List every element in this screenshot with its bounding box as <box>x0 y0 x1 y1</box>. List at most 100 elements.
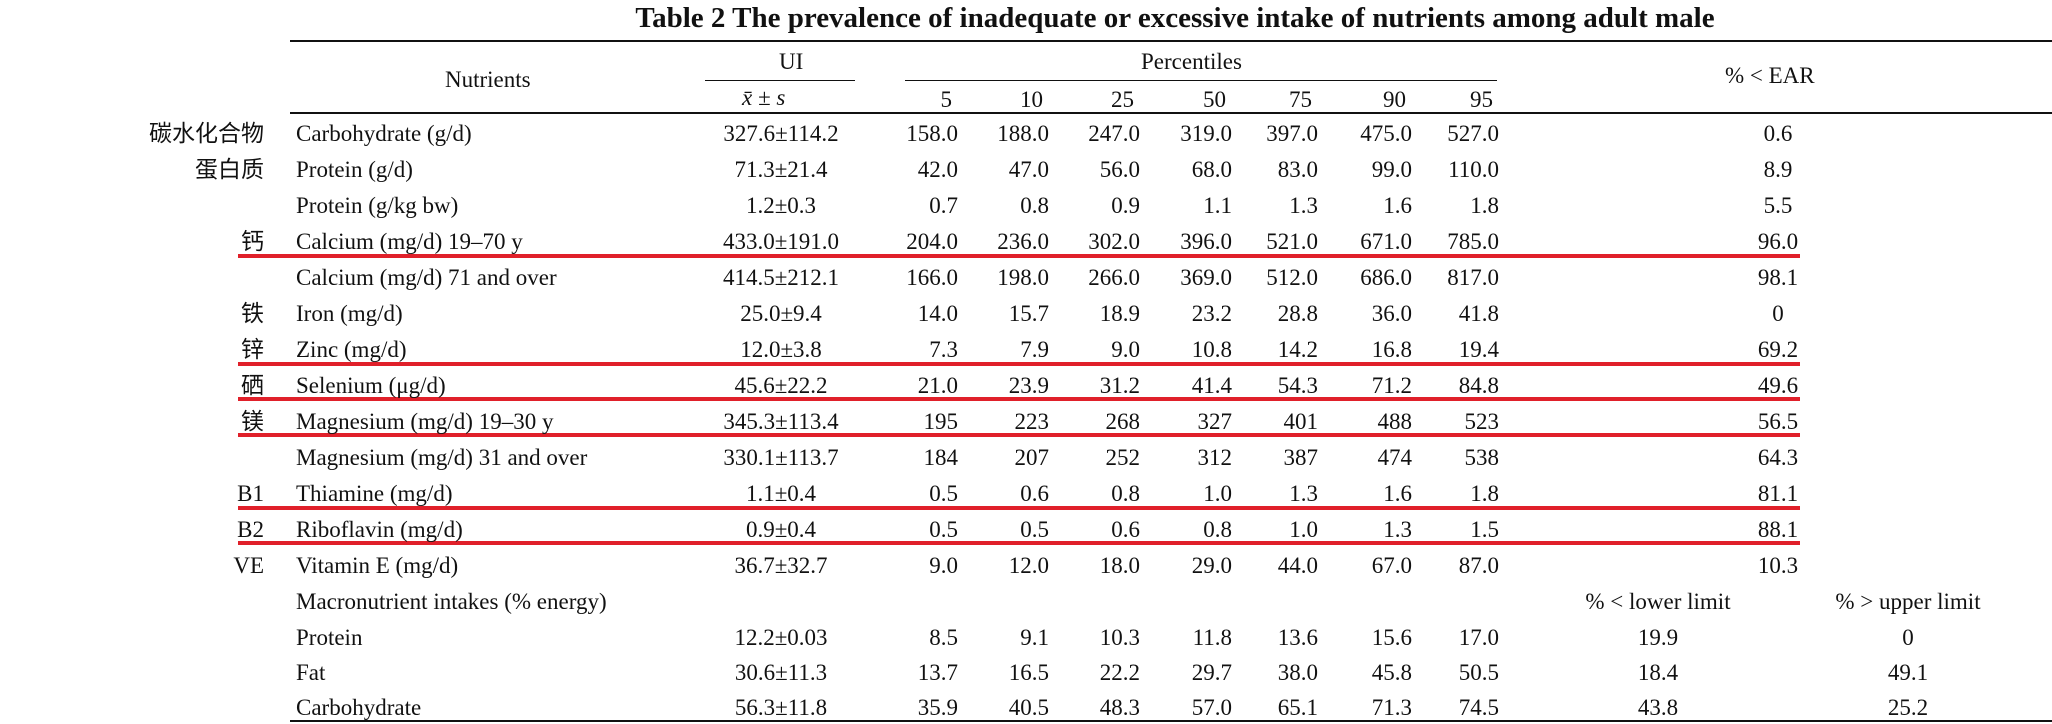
lower-limit-value: 43.8 <box>1637 695 1679 720</box>
percentile-value: 387 <box>1283 445 1319 470</box>
percentile-value: 1.6 <box>1383 193 1412 218</box>
percentile-value: 0.5 <box>1020 517 1049 542</box>
nutrients-header: Nutrients <box>445 67 531 92</box>
nutrient-name: Calcium (mg/d) 19–70 y <box>296 229 523 254</box>
percentile-col-header: 95 <box>1470 87 1493 112</box>
mean-sd-value: 0.9±0.4 <box>745 517 817 542</box>
percentile-value: 41.4 <box>1191 373 1232 398</box>
chinese-label: 钙 <box>241 229 264 254</box>
percentile-value: 0.9 <box>1111 193 1140 218</box>
percentile-value: 1.8 <box>1470 193 1499 218</box>
percentile-value: 523 <box>1464 409 1500 434</box>
percentile-value: 312 <box>1197 445 1233 470</box>
percentile-value: 13.6 <box>1277 625 1318 650</box>
percentile-value: 252 <box>1105 445 1141 470</box>
ui-header: UI <box>779 49 804 74</box>
percentile-value: 28.8 <box>1277 301 1318 326</box>
percentile-value: 48.3 <box>1099 695 1140 720</box>
mean-sd-value: 56.3±11.8 <box>734 695 828 720</box>
ear-header: % < EAR <box>1725 63 1815 88</box>
percentile-value: 10.3 <box>1099 625 1140 650</box>
percentile-value: 188.0 <box>997 121 1049 146</box>
percentile-value: 1.3 <box>1289 193 1318 218</box>
percentile-value: 396.0 <box>1180 229 1232 254</box>
ear-value: 5.5 <box>1763 193 1793 218</box>
mean-sd-value: 71.3±21.4 <box>734 157 828 182</box>
percentile-value: 23.9 <box>1008 373 1049 398</box>
percentile-value: 29.0 <box>1191 553 1232 578</box>
lower-limit-header: % < lower limit <box>1585 589 1731 614</box>
percentile-value: 369.0 <box>1180 265 1232 290</box>
mean-sd-value: 30.6±11.3 <box>734 660 828 685</box>
percentile-value: 521.0 <box>1266 229 1318 254</box>
nutrient-name: Vitamin E (mg/d) <box>296 553 459 578</box>
mean-sd-value: 12.2±0.03 <box>734 625 828 650</box>
percentile-value: 0.5 <box>929 517 958 542</box>
mean-sd-value: 1.1±0.4 <box>745 481 817 506</box>
percentile-value: 22.2 <box>1099 660 1140 685</box>
nutrient-name: Protein (g/d) <box>296 157 413 182</box>
percentile-value: 40.5 <box>1008 695 1049 720</box>
percentile-value: 68.0 <box>1191 157 1232 182</box>
header-rule <box>290 112 2052 114</box>
percentile-value: 9.0 <box>929 553 958 578</box>
percentile-value: 7.9 <box>1020 337 1049 362</box>
percentile-value: 1.6 <box>1383 481 1412 506</box>
percentiles-rule <box>905 80 1497 81</box>
ear-value: 64.3 <box>1757 445 1799 470</box>
percentile-value: 14.2 <box>1277 337 1318 362</box>
percentile-value: 14.0 <box>917 301 958 326</box>
top-rule <box>290 40 2052 42</box>
percentile-value: 1.5 <box>1470 517 1499 542</box>
percentile-value: 319.0 <box>1180 121 1232 146</box>
percentile-value: 65.1 <box>1277 695 1318 720</box>
percentile-value: 207 <box>1014 445 1050 470</box>
percentile-value: 268 <box>1105 409 1141 434</box>
highlight-line-selenium <box>238 397 1800 401</box>
ear-value: 88.1 <box>1757 517 1799 542</box>
highlight-line-calcium <box>238 254 1800 258</box>
nutrient-name: Riboflavin (mg/d) <box>296 517 463 542</box>
percentile-value: 9.1 <box>1020 625 1049 650</box>
percentile-value: 9.0 <box>1111 337 1140 362</box>
percentile-value: 247.0 <box>1088 121 1140 146</box>
percentile-value: 44.0 <box>1277 553 1318 578</box>
mean-sd-value: 433.0±191.0 <box>722 229 840 254</box>
ear-value: 0.6 <box>1763 121 1793 146</box>
percentile-value: 0.8 <box>1020 193 1049 218</box>
percentile-value: 401 <box>1283 409 1319 434</box>
percentile-value: 71.3 <box>1371 695 1412 720</box>
percentile-value: 475.0 <box>1360 121 1412 146</box>
mean-sd-value: 345.3±113.4 <box>723 409 839 434</box>
mean-sd-value: 327.6±114.2 <box>723 121 839 146</box>
chinese-label: 蛋白质 <box>195 157 264 182</box>
ear-value: 98.1 <box>1757 265 1799 290</box>
percentile-value: 8.5 <box>929 625 958 650</box>
percentile-value: 17.0 <box>1458 625 1499 650</box>
nutrient-name: Carbohydrate (g/d) <box>296 121 472 146</box>
percentile-value: 36.0 <box>1371 301 1412 326</box>
ear-value: 49.6 <box>1757 373 1799 398</box>
percentile-value: 198.0 <box>997 265 1049 290</box>
percentile-value: 110.0 <box>1448 157 1499 182</box>
percentile-value: 41.8 <box>1458 301 1499 326</box>
percentile-value: 23.2 <box>1191 301 1232 326</box>
macro-nutrient-name: Protein <box>296 625 363 650</box>
percentile-value: 15.6 <box>1371 625 1412 650</box>
percentile-value: 11.8 <box>1192 625 1232 650</box>
percentile-value: 10.8 <box>1191 337 1232 362</box>
ear-value: 0 <box>1772 301 1784 326</box>
percentile-value: 57.0 <box>1191 695 1232 720</box>
mean-sd-value: 1.2±0.3 <box>745 193 817 218</box>
nutrient-name: Thiamine (mg/d) <box>296 481 453 506</box>
percentile-value: 538 <box>1464 445 1500 470</box>
percentile-value: 45.8 <box>1371 660 1412 685</box>
chinese-label: 铁 <box>241 301 264 326</box>
percentile-col-header: 5 <box>940 87 953 112</box>
percentile-value: 71.2 <box>1371 373 1412 398</box>
percentile-value: 474 <box>1377 445 1413 470</box>
percentile-value: 512.0 <box>1266 265 1318 290</box>
nutrient-name: Selenium (μg/d) <box>296 373 446 398</box>
chinese-label: 锌 <box>241 337 264 362</box>
percentile-value: 686.0 <box>1360 265 1412 290</box>
